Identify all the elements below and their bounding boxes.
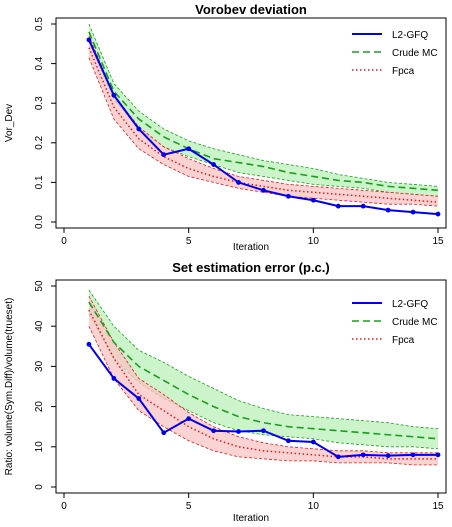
l2-gfq-point xyxy=(111,376,117,381)
y-tick-label: 0.2 xyxy=(34,135,45,149)
fpca-band-lower xyxy=(88,57,439,207)
l2-gfq-point xyxy=(360,203,366,209)
legend-entry: Fpca xyxy=(392,335,415,346)
l2-gfq-point xyxy=(236,429,241,434)
y-tick-label: 40 xyxy=(34,320,45,332)
crude-mc-band-upper xyxy=(88,289,439,430)
crude-mc-line xyxy=(88,31,439,192)
l2-gfq-point xyxy=(435,211,441,217)
l2-gfq-point xyxy=(211,162,217,167)
chart-title: Set estimation error (p.c.) xyxy=(172,260,329,275)
x-tick-label: 15 xyxy=(432,501,444,512)
crude-mc-band xyxy=(88,24,438,197)
fpca-band-lower xyxy=(88,326,438,466)
l2-gfq-point xyxy=(286,438,291,444)
l2-gfq-point xyxy=(335,203,341,209)
crude-mc-band xyxy=(88,290,438,449)
legend-entry: L2-GFQ xyxy=(392,30,428,41)
x-tick-label: 15 xyxy=(432,236,444,247)
l2-gfq-point xyxy=(310,439,316,445)
y-axis-label: Ratio: volume(Sym.Diff)/volume(trueset) xyxy=(4,298,15,476)
x-tick-label: 10 xyxy=(308,501,320,512)
fpca-line xyxy=(88,309,438,460)
y-axis-label: Vor_Dev xyxy=(4,104,15,142)
l2-gfq-point xyxy=(261,428,266,434)
l2-gfq-point xyxy=(435,452,441,458)
fpca-line xyxy=(88,47,439,203)
l2-gfq-point xyxy=(86,37,92,43)
x-tick-label: 0 xyxy=(61,501,67,512)
l2-gfq-point xyxy=(136,396,142,401)
chart-panel-1: Vorobev deviation 0 5 10 15 Iteration 0.0 0.1 0.… xyxy=(4,2,447,253)
l2-gfq-point xyxy=(335,454,341,460)
chart-title: Vorobev deviation xyxy=(195,2,307,17)
y-tick-label: 30 xyxy=(34,360,45,372)
l2-gfq-point xyxy=(211,428,217,434)
l2-gfq-point xyxy=(111,92,117,98)
l2-gfq-point xyxy=(136,126,142,132)
fpca-band-upper xyxy=(88,295,438,454)
legend-entry: Fpca xyxy=(392,66,415,77)
l2-gfq-point xyxy=(410,452,416,458)
fpca-band xyxy=(88,296,438,465)
x-axis-label: Iteration xyxy=(233,513,269,524)
l2-gfq-point xyxy=(186,146,192,152)
y-tick-label: 0.5 xyxy=(34,17,45,31)
fpca-band xyxy=(88,35,438,207)
legend-entry: L2-GFQ xyxy=(392,299,428,310)
x-tick-label: 5 xyxy=(186,501,192,512)
l2-gfq-point xyxy=(310,197,316,203)
x-tick-label: 5 xyxy=(186,236,192,247)
legend-entry: Crude MC xyxy=(392,317,438,328)
l2-gfq-point xyxy=(286,193,291,199)
y-tick-label: 50 xyxy=(34,280,45,292)
y-tick-label: 10 xyxy=(34,441,45,453)
legend-entry: Crude MC xyxy=(392,48,438,59)
l2-gfq-point xyxy=(360,452,366,458)
l2-gfq-point xyxy=(385,207,391,213)
y-tick-label: 0.4 xyxy=(34,56,45,70)
x-axis-label: Iteration xyxy=(233,242,269,253)
l2-gfq-point xyxy=(86,341,92,347)
y-tick-label: 0 xyxy=(34,484,45,490)
l2-gfq-point xyxy=(161,430,167,436)
plot-frame xyxy=(55,279,447,494)
l2-gfq-point xyxy=(161,152,167,158)
crude-mc-line xyxy=(88,301,439,440)
l2-gfq-point xyxy=(261,187,266,193)
crude-mc-band-upper xyxy=(88,23,439,187)
chart-panel-2: Set estimation error (p.c.) 0 5 10 15 Iterati… xyxy=(4,260,447,524)
y-tick-label: 0.3 xyxy=(34,96,45,110)
l2-gfq-point xyxy=(385,453,391,459)
y-tick-label: 0.0 xyxy=(34,215,45,229)
plot-frame xyxy=(55,17,447,229)
x-tick-label: 10 xyxy=(308,236,320,247)
l2-gfq-point xyxy=(410,209,416,215)
l2-gfq-point xyxy=(236,180,241,185)
fpca-band-upper xyxy=(88,35,439,197)
l2-gfq-point xyxy=(186,416,192,422)
y-tick-label: 0.1 xyxy=(34,175,45,189)
y-tick-label: 20 xyxy=(34,401,45,413)
x-tick-label: 0 xyxy=(61,236,67,247)
